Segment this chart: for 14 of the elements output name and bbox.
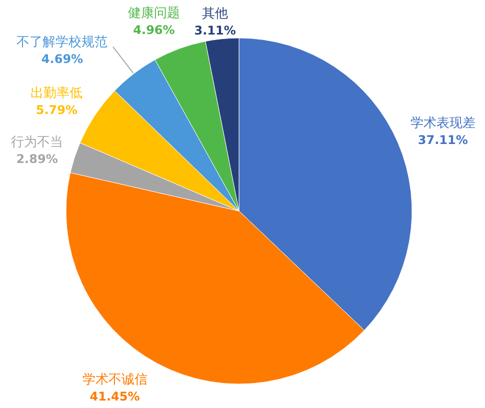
data-label: 5.79% xyxy=(36,102,78,117)
slice-label: 行为不当 xyxy=(11,134,64,150)
data-label: 4.96% xyxy=(133,23,175,38)
data-label: 37.11% xyxy=(418,133,468,148)
slice-label: 学术表现差 xyxy=(410,116,476,132)
slice-label: 健康问题 xyxy=(128,6,180,22)
slice-label: 其他 xyxy=(202,6,228,22)
slice-label: 不了解学校规范 xyxy=(16,35,108,50)
data-label: 41.45% xyxy=(90,390,140,404)
data-label: 2.89% xyxy=(16,152,58,166)
slice-label: 出勤率低 xyxy=(30,84,83,101)
data-label: 3.11% xyxy=(194,24,236,38)
data-label: 4.69% xyxy=(41,52,84,66)
slice-label: 学术不诚信 xyxy=(82,372,148,388)
